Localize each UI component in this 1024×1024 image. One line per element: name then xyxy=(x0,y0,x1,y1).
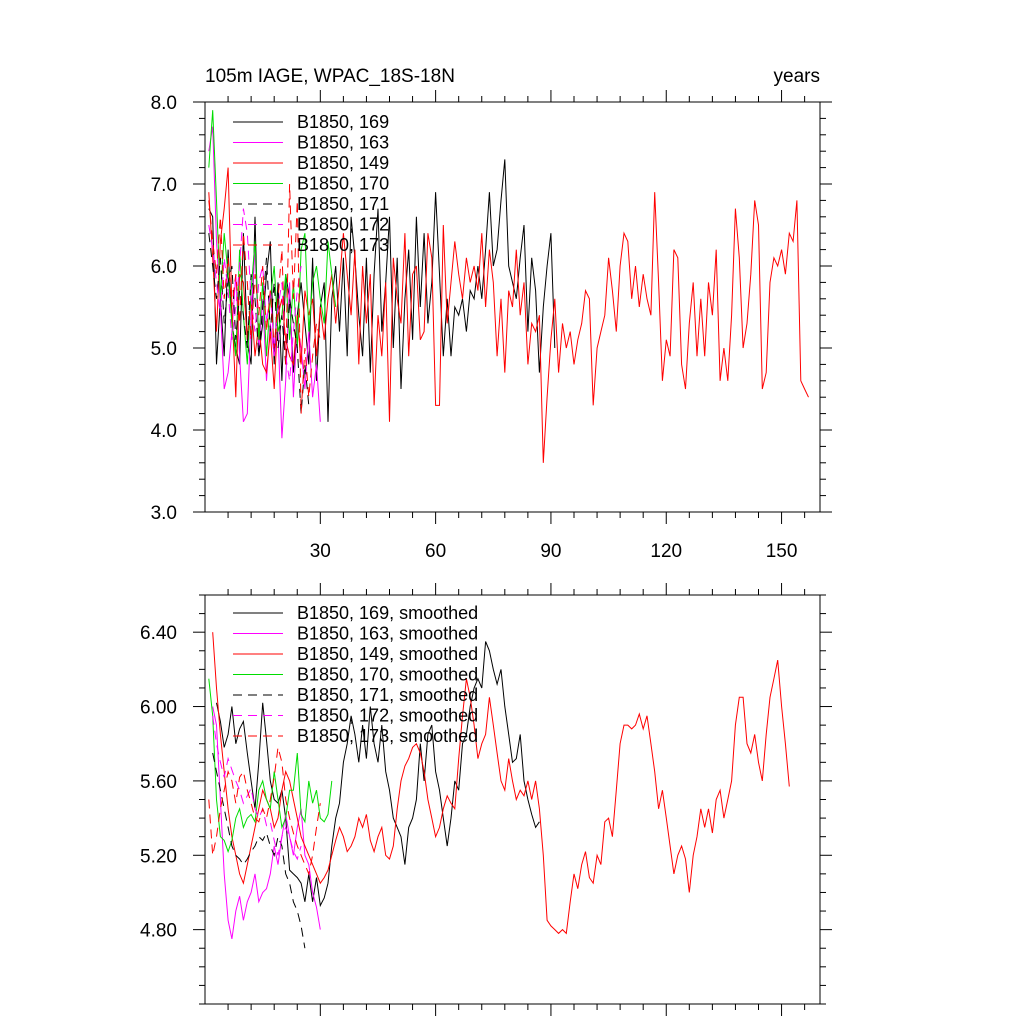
bottom-panel: 4.80 5.20 5.60 6.00 6.40 B1850, 169, smoothed… xyxy=(140,583,832,1016)
bottom-series-line-2 xyxy=(212,632,790,935)
top-x-tick-label: 60 xyxy=(425,541,446,562)
bottom-series-line-6 xyxy=(208,747,321,876)
bottom-legend-label-3: B1850, 170, smoothed xyxy=(297,665,478,685)
bottom-y-tick-label: 6.00 xyxy=(140,698,177,719)
top-y-tick-label: 7.0 xyxy=(151,175,177,196)
bottom-series-line-0 xyxy=(216,641,540,908)
top-series-line-0 xyxy=(208,159,556,422)
bottom-legend-label-2: B1850, 149, smoothed xyxy=(297,644,478,664)
top-title-left: 105m IAGE, WPAC_18S-18N xyxy=(205,66,455,87)
top-y-tick-label: 5.0 xyxy=(151,339,177,360)
top-series-group xyxy=(208,110,809,463)
top-title-right: years xyxy=(774,66,820,87)
bottom-y-tick-label: 6.40 xyxy=(140,623,177,644)
bottom-legend-label-0: B1850, 169, smoothed xyxy=(297,603,478,623)
top-legend-label-4: B1850, 171 xyxy=(297,194,389,214)
top-x-tick-label: 120 xyxy=(650,541,682,562)
top-series-line-3 xyxy=(208,110,337,365)
top-legend-label-3: B1850, 170 xyxy=(297,174,389,194)
top-x-tick-label: 90 xyxy=(540,541,561,562)
bottom-legend-label-5: B1850, 172, smoothed xyxy=(297,706,478,726)
bottom-y-tick-label: 5.60 xyxy=(140,772,177,793)
top-x-tick-label: 30 xyxy=(310,541,331,562)
top-series-line-4 xyxy=(208,233,310,414)
top-panel: 30 60 90 120 150 3.0 4.0 5.0 6.0 7.0 8.0 105m IAGE,… xyxy=(151,66,832,562)
top-y-tick-label: 8.0 xyxy=(151,93,177,114)
top-series-line-6 xyxy=(208,183,321,414)
bottom-legend-label-4: B1850, 171, smoothed xyxy=(297,685,478,705)
bottom-series-line-1 xyxy=(212,706,321,940)
top-legend-label-1: B1850, 163 xyxy=(297,133,389,153)
bottom-series-line-3 xyxy=(208,678,333,854)
top-legend-label-2: B1850, 149 xyxy=(297,153,389,173)
top-legend-label-0: B1850, 169 xyxy=(297,112,389,132)
top-x-tick-label: 150 xyxy=(766,541,798,562)
top-plot-frame xyxy=(204,101,821,513)
bottom-series-group xyxy=(208,632,790,949)
bottom-series-line-5 xyxy=(212,715,302,861)
top-y-tick-label: 3.0 xyxy=(151,503,177,524)
top-y-tick-label: 6.0 xyxy=(151,257,177,278)
top-series-line-2 xyxy=(208,167,809,463)
bottom-y-tick-label: 5.20 xyxy=(140,846,177,867)
top-y-tick-label: 4.0 xyxy=(151,421,177,442)
bottom-legend-label-6: B1850, 173, smoothed xyxy=(297,726,478,746)
bottom-series-line-4 xyxy=(212,752,306,949)
bottom-y-tick-label: 4.80 xyxy=(140,921,177,942)
bottom-legend-label-1: B1850, 163, smoothed xyxy=(297,624,478,644)
top-legend-label-5: B1850, 172 xyxy=(297,215,389,235)
top-legend-label-6: B1850, 173 xyxy=(297,235,389,255)
